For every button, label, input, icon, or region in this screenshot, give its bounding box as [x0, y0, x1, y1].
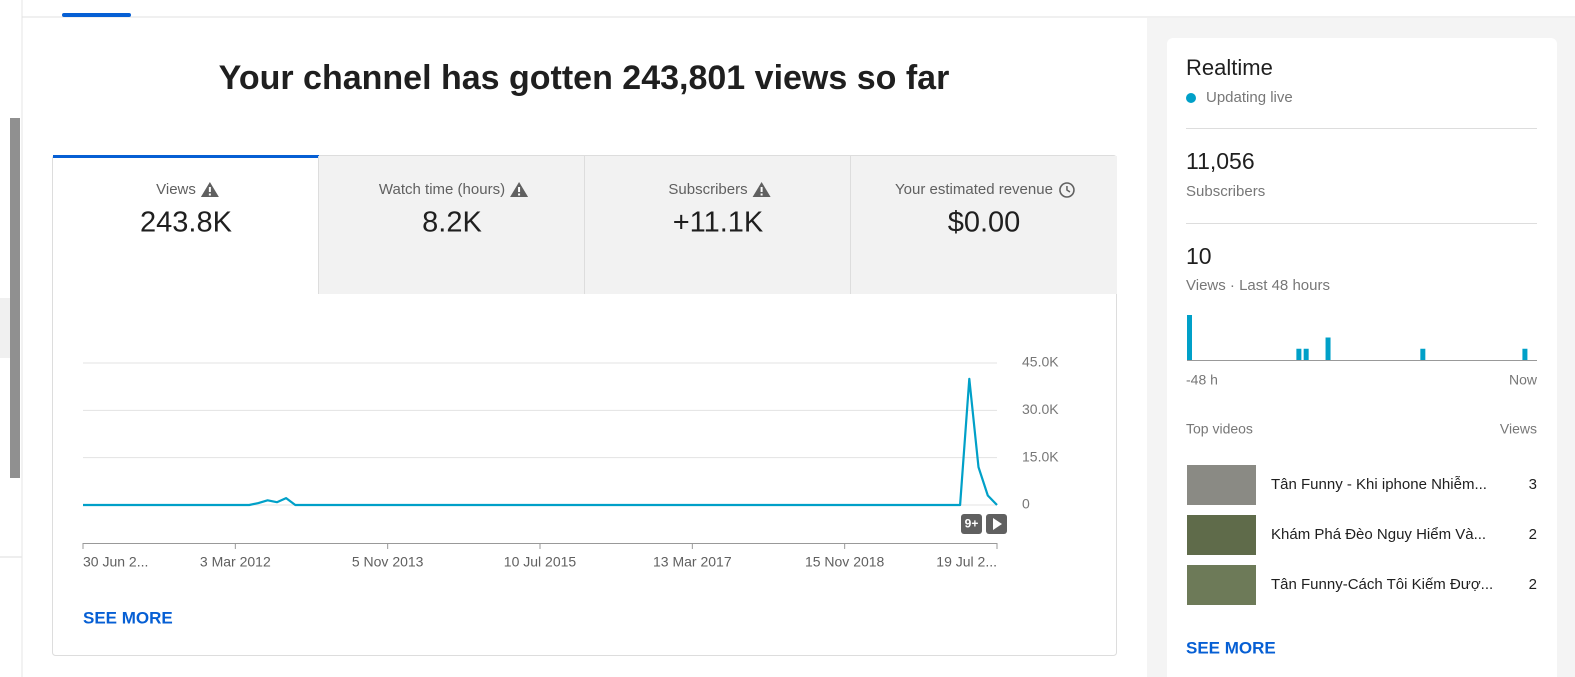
sidebar-item: [0, 298, 10, 358]
bar: [1187, 315, 1192, 360]
tab[interactable]: [851, 156, 1117, 294]
views-chart: 0 15.0K 30.0K 45.0K 30 Jun 2... 3 Mar 2012 5 N…: [82, 354, 1059, 570]
x-tick-label: 19 Jul 2...: [936, 554, 997, 570]
tab-value: +11.1K: [673, 207, 764, 239]
axis-end-label: Now: [1509, 372, 1538, 388]
warning-dot: [208, 193, 211, 196]
subscriber-label: Subscribers: [1186, 183, 1265, 200]
axis-start-label: -48 h: [1186, 372, 1218, 388]
views-header: Views: [1500, 421, 1537, 437]
tab[interactable]: [53, 156, 318, 294]
realtime-card: [1167, 38, 1557, 677]
tab-label: Views: [156, 181, 196, 198]
bar: [1420, 348, 1426, 360]
tabs: Views 243.8K Watch time (hours) 8.2K Subscri…: [53, 155, 1117, 294]
bar: [1296, 348, 1302, 360]
see-more-link[interactable]: SEE MORE: [1186, 638, 1276, 657]
tab[interactable]: [585, 156, 850, 294]
warning-dot: [518, 193, 521, 196]
tab-value: $0.00: [948, 207, 1021, 239]
x-tick-label: 10 Jul 2015: [504, 554, 577, 570]
x-tick-label: 5 Nov 2013: [352, 554, 424, 570]
views-line: [83, 377, 998, 507]
warning-mark: [760, 187, 763, 192]
bar: [1325, 337, 1331, 360]
video-views: 3: [1529, 476, 1537, 493]
x-tick-label: 13 Mar 2017: [653, 554, 732, 570]
bar: [1522, 348, 1528, 360]
x-tick-label: 3 Mar 2012: [200, 554, 271, 570]
realtime-chart: [1187, 315, 1528, 360]
thumbnail[interactable]: [1187, 515, 1256, 555]
see-more-link[interactable]: SEE MORE: [83, 608, 173, 627]
x-tick-label: 15 Nov 2018: [805, 554, 885, 570]
y-tick-label: 45.0K: [1022, 354, 1059, 370]
badge-label: 9+: [965, 517, 979, 531]
warning-mark: [518, 187, 521, 192]
video-title[interactable]: Tân Funny-Cách Tôi Kiếm Đượ...: [1271, 576, 1493, 593]
realtime-title: Realtime: [1186, 55, 1273, 80]
views-label: Views · Last 48 hours: [1186, 277, 1330, 294]
tab-active-bar: [53, 155, 319, 158]
y-tick-label: 15.0K: [1022, 448, 1059, 464]
page-title: Your channel has gotten 243,801 views so…: [219, 59, 950, 97]
live-status: Updating live: [1206, 89, 1293, 106]
scrollbar: [10, 118, 20, 478]
views-count: 10: [1186, 243, 1212, 269]
tab-label: Your estimated revenue: [895, 181, 1053, 198]
top-videos-header: Top videos: [1186, 421, 1253, 437]
y-tick-label: 0: [1022, 496, 1030, 512]
thumbnail[interactable]: [1187, 565, 1256, 605]
top-videos: Tân Funny - Khi iphone Nhiễm... 3 Khám Phá…: [1187, 465, 1537, 605]
subscriber-count: 11,056: [1186, 148, 1255, 174]
video-title[interactable]: Tân Funny - Khi iphone Nhiễm...: [1271, 476, 1487, 493]
clock-hands: [1066, 186, 1071, 193]
tab-label: Subscribers: [668, 181, 747, 198]
x-tick-label: 30 Jun 2...: [83, 554, 148, 570]
tab-label: Watch time (hours): [379, 181, 505, 198]
tab-value: 243.8K: [140, 207, 233, 239]
warning-dot: [760, 193, 763, 196]
play-icon: [993, 518, 1002, 530]
tab-indicator: [62, 13, 131, 17]
warning-mark: [208, 187, 211, 192]
clock-icon: [1059, 182, 1075, 198]
tab-value: 8.2K: [422, 207, 482, 239]
badge: [961, 514, 982, 534]
y-tick-label: 30.0K: [1022, 401, 1059, 417]
video-views: 2: [1529, 576, 1537, 593]
thumbnail[interactable]: [1187, 465, 1256, 505]
video-title[interactable]: Khám Phá Đèo Nguy Hiểm Và...: [1271, 526, 1486, 543]
tab[interactable]: [319, 156, 584, 294]
video-views: 2: [1529, 526, 1537, 543]
live-dot: [1186, 93, 1196, 103]
bar: [1303, 348, 1309, 360]
